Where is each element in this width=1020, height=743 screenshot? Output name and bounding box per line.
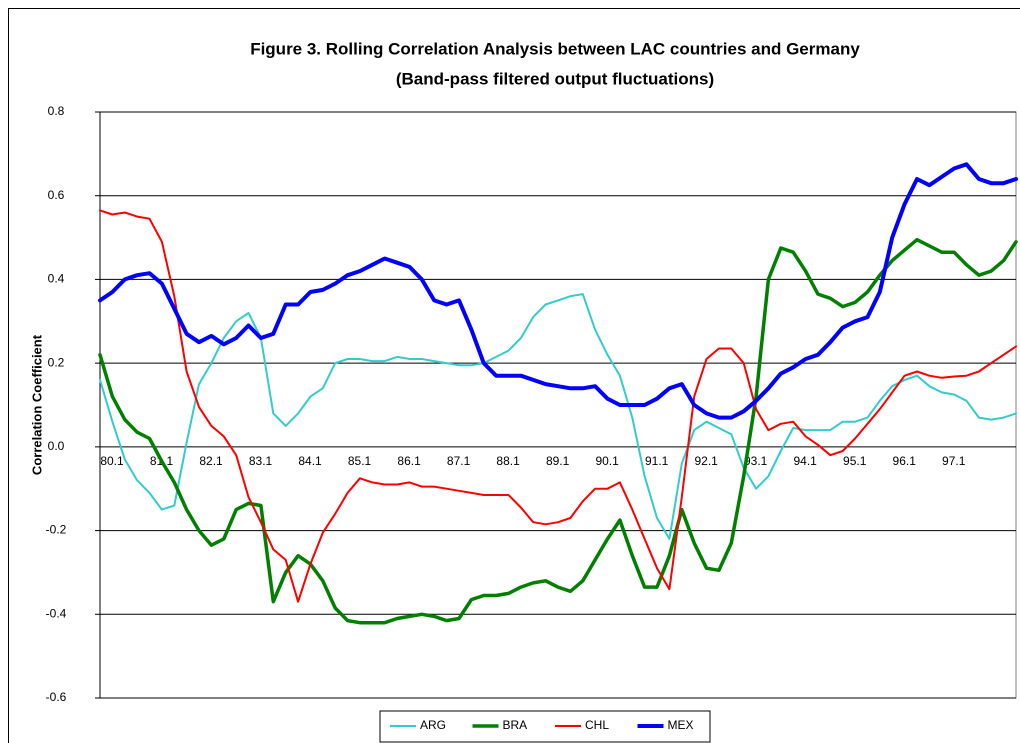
x-tick-label: 95.1 — [843, 454, 867, 468]
chart-subtitle: (Band-pass filtered output fluctuations) — [396, 69, 714, 88]
y-tick-label: 0.4 — [48, 272, 65, 286]
x-tick-label: 88.1 — [496, 454, 520, 468]
x-tick-label: 96.1 — [893, 454, 917, 468]
x-tick-label: 85.1 — [348, 454, 372, 468]
x-tick-label: 93.1 — [744, 454, 768, 468]
series-line — [99, 293, 1017, 540]
x-tick-label: 92.1 — [694, 454, 718, 468]
y-tick-label: 0.8 — [48, 104, 65, 118]
x-tick-label: 86.1 — [397, 454, 421, 468]
y-tick-label: 0.0 — [48, 439, 65, 453]
y-tick-label: 0.2 — [48, 355, 65, 369]
legend-label: CHL — [585, 718, 609, 732]
x-tick-label: 91.1 — [645, 454, 669, 468]
legend-label: ARG — [420, 718, 446, 732]
x-tick-label: 82.1 — [199, 454, 223, 468]
legend-label: MEX — [668, 718, 694, 732]
x-tick-label: 97.1 — [942, 454, 966, 468]
y-tick-label: 0.6 — [48, 188, 65, 202]
legend-label: BRA — [503, 718, 528, 732]
y-axis-label: Correlation Coefficient — [29, 334, 44, 475]
y-tick-label: -0.4 — [46, 606, 67, 620]
x-tick-label: 84.1 — [298, 454, 322, 468]
chart-title: Figure 3. Rolling Correlation Analysis b… — [250, 39, 860, 58]
x-tick-label: 94.1 — [794, 454, 818, 468]
x-tick-label: 90.1 — [595, 454, 619, 468]
x-tick-label: 87.1 — [447, 454, 471, 468]
x-tick-label: 80.1 — [100, 454, 124, 468]
y-tick-label: -0.2 — [46, 523, 67, 537]
plot-area — [99, 111, 1017, 699]
series-line — [98, 162, 1018, 420]
y-tick-label: -0.6 — [46, 690, 67, 704]
x-tick-label: 83.1 — [249, 454, 273, 468]
series-line — [99, 209, 1017, 603]
x-tick-label: 89.1 — [546, 454, 570, 468]
